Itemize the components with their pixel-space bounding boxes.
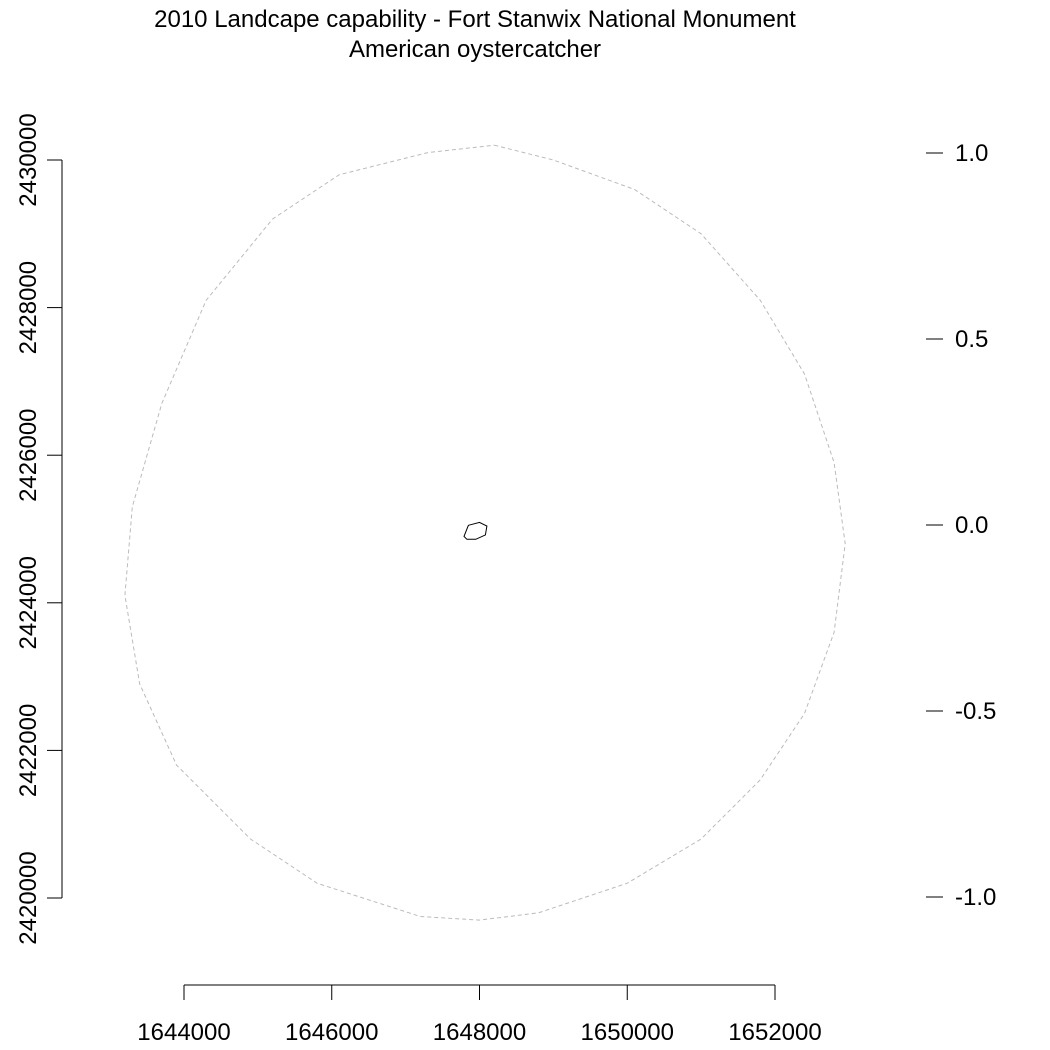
x-tick-label: 1650000 [581,1019,674,1046]
y-tick-label: 2420000 [15,851,42,944]
park-boundary [463,521,488,540]
x-tick-label: 1646000 [285,1019,378,1046]
y-tick-label: 2426000 [15,408,42,501]
y-tick-label: 2424000 [15,556,42,649]
x-axis: 1644000 1646000 1648000 1650000 1652000 [137,984,822,1046]
y-tick-label: 2428000 [15,261,42,354]
y-axis: 2420000 2422000 2424000 2426000 2428000 24300… [15,113,63,945]
legend-tick-label: -1.0 [955,884,996,911]
legend-tick-label: 0.5 [955,326,988,353]
buffer-layer [124,144,846,921]
legend-axis: 1.0 0.5 0.0 -0.5 -1.0 [926,140,996,911]
x-tick-label: 1652000 [728,1019,821,1046]
y-tick-label: 2422000 [15,704,42,797]
x-tick-label: 1648000 [433,1019,526,1046]
buffer-circle [124,144,846,921]
y-tick-label: 2430000 [15,113,42,206]
chart-subtitle: American oystercatcher [349,36,601,63]
boundary-layer [463,521,488,540]
x-tick-label: 1644000 [137,1019,230,1046]
chart-title: 2010 Landcape capability - Fort Stanwix … [154,6,796,33]
legend-tick-label: 1.0 [955,140,988,167]
legend-tick-label: 0.0 [955,512,988,539]
legend-tick-label: -0.5 [955,698,996,725]
